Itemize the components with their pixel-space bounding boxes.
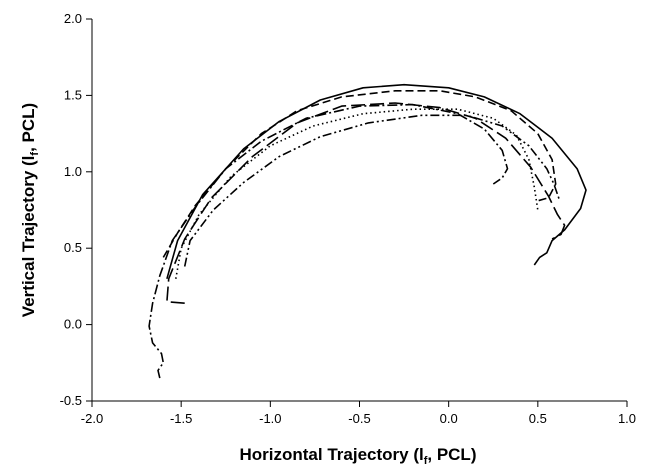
x-tick-label: -1.5 bbox=[170, 411, 192, 426]
x-tick-label: 0.5 bbox=[529, 411, 547, 426]
y-tick-label: 0.0 bbox=[64, 317, 82, 332]
x-tick-label: 0.0 bbox=[440, 411, 458, 426]
x-tick-label: 1.0 bbox=[618, 411, 636, 426]
x-tick-label: -2.0 bbox=[81, 411, 103, 426]
x-axis-title-subscript: f bbox=[424, 455, 428, 465]
y-axis-title-subscript: f bbox=[29, 152, 41, 156]
y-axis-title-suffix: , PCL) bbox=[19, 103, 38, 152]
y-tick-label: -0.5 bbox=[60, 393, 82, 408]
x-axis-ticks: -2.0 -1.5 -1.0 -0.5 0.0 0.5 1.0 bbox=[81, 401, 636, 426]
y-tick-label: 1.0 bbox=[64, 164, 82, 179]
x-axis-title: Horizontal Trajectory (lf, PCL) bbox=[240, 445, 477, 465]
y-axis-ticks: -0.5 0.0 0.5 1.0 1.5 2.0 bbox=[60, 11, 92, 408]
trajectory-line-4 bbox=[175, 108, 539, 279]
y-tick-label: 1.5 bbox=[64, 87, 82, 102]
y-tick-label: 0.5 bbox=[64, 240, 82, 255]
trajectory-line-6 bbox=[183, 114, 560, 267]
x-axis-title-prefix: Horizontal Trajectory (l bbox=[240, 445, 424, 464]
trajectory-line-2 bbox=[166, 102, 566, 304]
x-tick-label: -0.5 bbox=[348, 411, 370, 426]
trajectory-line-5 bbox=[148, 103, 509, 379]
x-axis-title-suffix: , PCL) bbox=[427, 445, 476, 464]
series-lines bbox=[148, 83, 587, 379]
y-axis-title-prefix: Vertical Trajectory (l bbox=[19, 156, 38, 318]
y-tick-label: 2.0 bbox=[64, 11, 82, 26]
y-axis-title: Vertical Trajectory (lf, PCL) bbox=[19, 103, 41, 317]
x-tick-label: -1.0 bbox=[259, 411, 281, 426]
trajectory-line-1 bbox=[166, 83, 587, 280]
